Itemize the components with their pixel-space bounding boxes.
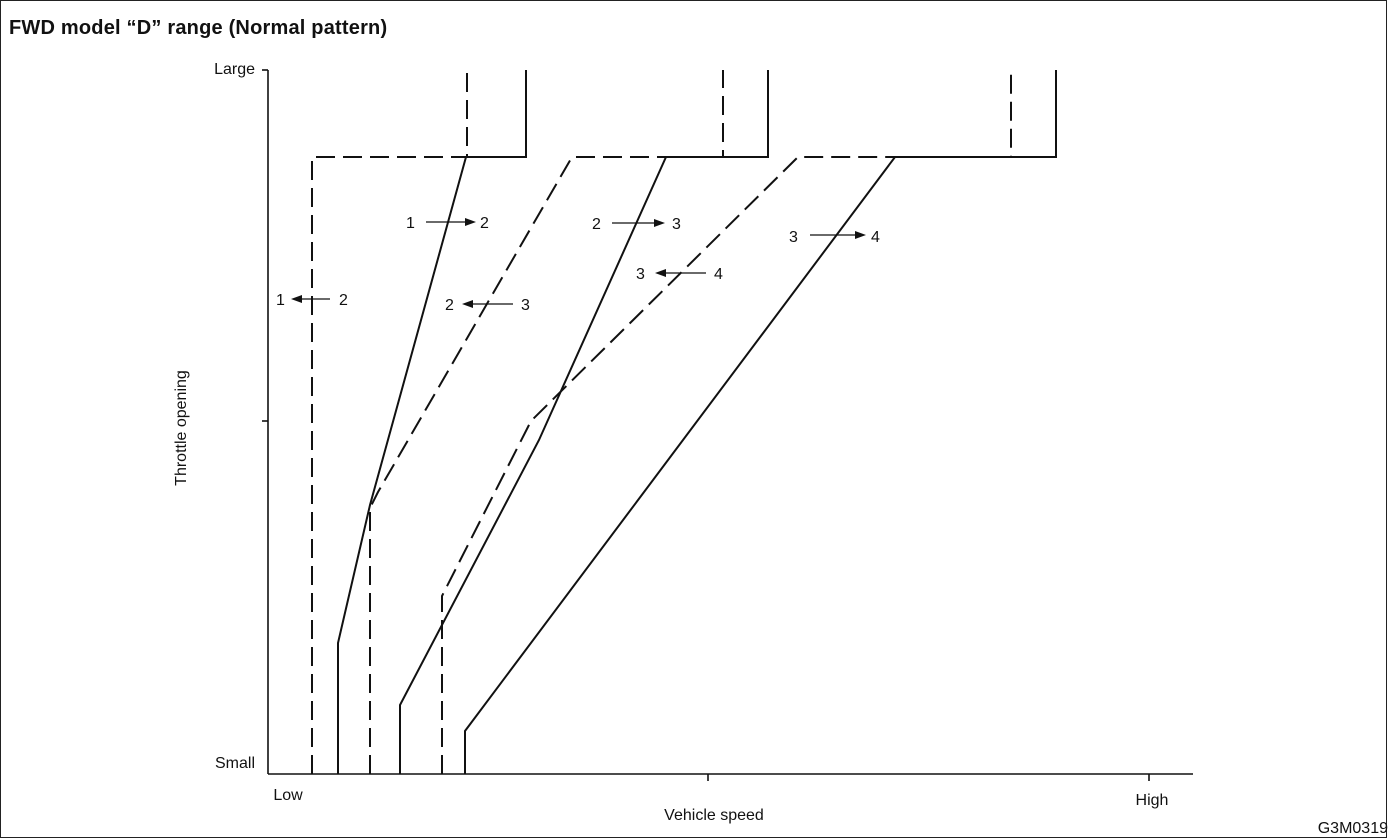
curve-upshift-3-4 (464, 70, 1057, 774)
curve-downshift-4-3 (441, 70, 1012, 774)
x-tick-label-low: Low (273, 787, 303, 804)
curve-downshift-2-1 (311, 70, 468, 774)
svg-text:2: 2 (445, 297, 454, 314)
y-tick-label-small: Small (215, 755, 255, 772)
figure-code: G3M0319 (1317, 820, 1388, 837)
svg-text:4: 4 (871, 229, 880, 246)
svg-text:4: 4 (714, 266, 723, 283)
svg-text:3: 3 (789, 229, 798, 246)
x-tick-label-high: High (1136, 792, 1169, 809)
diagram-title: FWD model “D” range (Normal pattern) (9, 17, 388, 39)
shift-label-down-4-3: 3 4 (636, 266, 723, 283)
shift-label-down-3-2: 2 3 (445, 297, 530, 314)
curve-downshift-3-2 (369, 70, 724, 774)
svg-text:1: 1 (406, 215, 415, 232)
svg-text:3: 3 (672, 216, 681, 233)
curve-upshift-1-2 (337, 70, 527, 774)
curve-upshift-2-3 (399, 70, 769, 774)
shift-label-down-2-1: 1 2 (276, 292, 348, 309)
svg-text:2: 2 (339, 292, 348, 309)
y-axis-title: Throttle opening (173, 370, 190, 486)
x-axis-title: Vehicle speed (664, 807, 764, 824)
svg-text:2: 2 (480, 215, 489, 232)
shift-label-up-2-3: 2 3 (592, 216, 681, 233)
svg-text:3: 3 (636, 266, 645, 283)
shift-label-up-1-2: 1 2 (406, 215, 489, 232)
shift-label-up-3-4: 3 4 (789, 229, 880, 246)
svg-text:1: 1 (276, 292, 285, 309)
svg-text:2: 2 (592, 216, 601, 233)
y-tick-label-large: Large (214, 61, 255, 78)
svg-text:3: 3 (521, 297, 530, 314)
